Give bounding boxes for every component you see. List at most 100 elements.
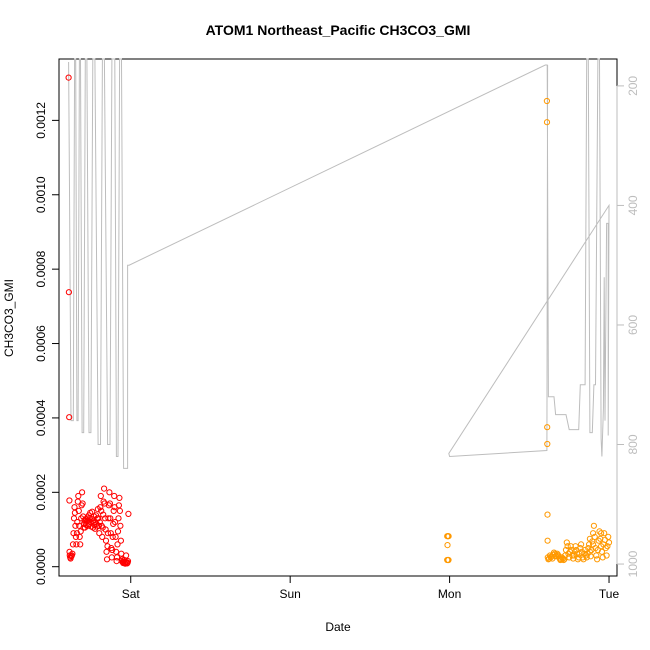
data-point — [108, 554, 115, 561]
point-layer — [65, 74, 613, 567]
y-tick-label: 0.0006 — [34, 325, 48, 362]
y-tick-label: 0.0002 — [34, 474, 48, 511]
data-point — [109, 533, 116, 541]
data-point — [125, 510, 132, 518]
data-point — [112, 533, 119, 541]
data-point — [113, 554, 121, 561]
data-point — [595, 537, 602, 544]
data-point — [563, 539, 570, 546]
data-point — [104, 530, 112, 537]
y-tick-label: 0.0008 — [34, 250, 48, 287]
data-point — [605, 533, 612, 541]
data-point — [75, 492, 82, 500]
data-point — [103, 548, 110, 555]
data-point — [95, 515, 102, 522]
data-point — [116, 507, 124, 514]
right-axis-tick-label: 200 — [626, 76, 640, 96]
data-point — [106, 489, 113, 496]
data-point — [445, 556, 452, 564]
chart-title: ATOM1 Northeast_Pacific CH3CO3_GMI — [206, 22, 471, 38]
data-point — [604, 543, 611, 550]
data-point — [115, 502, 123, 509]
data-point — [97, 492, 104, 500]
x-tick-label: Sat — [122, 587, 141, 601]
data-point — [75, 507, 82, 514]
data-point — [590, 522, 598, 529]
data-point — [603, 552, 610, 559]
data-point — [586, 548, 594, 555]
data-point — [111, 492, 118, 500]
data-point — [97, 504, 104, 511]
data-point — [590, 530, 597, 537]
right-axis-tick-label: 1000 — [626, 550, 640, 577]
data-point — [65, 289, 73, 296]
data-point — [69, 541, 77, 548]
data-point — [107, 515, 114, 522]
data-point — [564, 543, 571, 550]
data-point — [544, 511, 551, 518]
y-tick-label: 0.0010 — [34, 176, 48, 213]
data-point — [598, 530, 605, 537]
x-tick-label: Tue — [599, 587, 620, 601]
data-point — [110, 507, 117, 514]
data-point — [594, 556, 601, 563]
data-point — [578, 541, 585, 548]
data-point — [116, 494, 123, 501]
data-point — [117, 522, 124, 529]
data-point — [586, 535, 594, 542]
right-axis-tick-label: 600 — [626, 315, 640, 335]
data-point — [76, 533, 83, 541]
data-point — [114, 528, 122, 535]
data-point — [102, 537, 110, 544]
data-point — [65, 74, 72, 81]
data-point — [583, 554, 590, 561]
data-point — [444, 542, 451, 549]
data-point — [96, 530, 103, 537]
data-point — [66, 414, 73, 421]
data-point — [544, 440, 551, 448]
data-point — [101, 485, 108, 492]
data-point — [601, 530, 608, 537]
data-point — [117, 537, 125, 544]
data-point — [106, 500, 114, 507]
data-point — [77, 528, 84, 535]
data-point — [95, 522, 103, 529]
data-point — [110, 520, 117, 528]
data-point — [543, 119, 551, 126]
right-axis-tick-label: 400 — [626, 195, 640, 215]
right-axis-line-layer — [68, 58, 610, 469]
data-point — [105, 515, 112, 522]
data-point — [113, 548, 120, 555]
plot-frame — [58, 58, 618, 577]
right-axis-tick-label: 800 — [626, 434, 640, 454]
data-point — [567, 543, 574, 550]
data-point — [112, 519, 119, 526]
data-point — [544, 537, 551, 544]
data-point — [445, 533, 452, 540]
data-point — [69, 550, 76, 557]
data-point — [585, 545, 592, 552]
data-point — [73, 541, 80, 548]
data-point — [590, 541, 597, 548]
y-axis-label: CH3CO3_GMI — [2, 279, 16, 357]
data-point — [123, 552, 130, 559]
data-point — [605, 539, 613, 546]
x-tick-label: Mon — [438, 587, 461, 601]
data-point — [115, 515, 122, 522]
data-point — [587, 553, 594, 560]
y-tick-label: 0.0012 — [34, 102, 48, 139]
data-point — [77, 541, 84, 548]
data-point — [79, 489, 86, 496]
y-tick-label: 0.0000 — [34, 548, 48, 585]
data-point — [71, 504, 78, 511]
right-axis-series-line — [68, 58, 610, 469]
y-tick-label: 0.0004 — [34, 399, 48, 436]
data-point — [124, 558, 132, 565]
data-point — [544, 424, 551, 431]
data-point — [66, 497, 73, 504]
data-point — [99, 533, 106, 541]
data-point — [79, 500, 86, 507]
data-point — [543, 97, 551, 105]
data-point — [602, 545, 609, 552]
